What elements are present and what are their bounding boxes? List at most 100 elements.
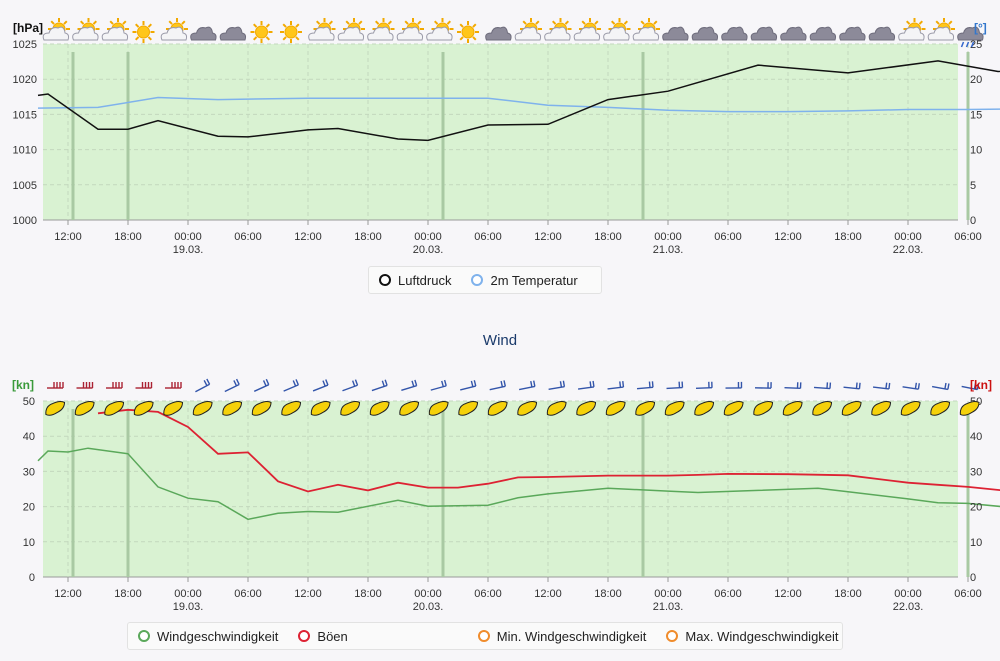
cloud-icon [780, 26, 807, 41]
legend-item-min-wind[interactable]: Min. Windgeschwindigkeit [477, 628, 647, 644]
x-tick-label: 18:00 [354, 588, 382, 600]
wind-barb-shape [76, 382, 94, 389]
sun-ray [282, 23, 287, 28]
barb-staff [371, 384, 388, 392]
legend-label: Windgeschwindigkeit [157, 628, 279, 644]
cloud-shape [160, 26, 188, 41]
y-right-tick: 10 [970, 537, 982, 549]
sun-ray [168, 20, 173, 25]
arrow-shape [222, 400, 243, 416]
wind-direction-arrow-icon [664, 400, 685, 416]
legend-item-temperatur[interactable]: 2m Temperatur [471, 272, 578, 288]
wind-direction-arrow-icon [694, 400, 715, 416]
wind-direction-arrow-icon [959, 400, 980, 416]
legend-item-max-wind[interactable]: Max. Windgeschwindigkeit [666, 628, 839, 644]
wind-barb-shape [872, 382, 891, 390]
x-tick-label: 00:00 [894, 588, 922, 600]
barb-feather [947, 383, 950, 390]
barb-feather [441, 380, 444, 387]
sun-ray [446, 20, 451, 25]
legend-label: Max. Windgeschwindigkeit [685, 628, 839, 644]
partly-cloudy-icon [603, 18, 631, 41]
legend-label: Min. Windgeschwindigkeit [496, 628, 647, 644]
wind-barb-shape [695, 381, 713, 389]
rain-drop [965, 41, 970, 48]
cloud-shape [101, 26, 129, 41]
wind-direction-arrow-icon [487, 400, 508, 416]
sun-icon [280, 21, 302, 43]
rain-drop [960, 41, 965, 48]
cloud-shape [927, 26, 955, 41]
y-left-tick: 40 [23, 431, 35, 443]
partly-cloudy-icon [308, 18, 336, 41]
y-left-tick: 1020 [13, 74, 37, 86]
sun-ray [358, 20, 363, 25]
barb-feather [206, 378, 211, 385]
cloud-shape [662, 26, 689, 41]
sun-ray [63, 20, 68, 25]
wind-barb-icon [519, 380, 536, 391]
wind-barb-icon [76, 382, 94, 389]
cloud-icon [868, 26, 896, 41]
arrow-shape [694, 400, 715, 416]
wind-direction-arrow-icon [310, 400, 331, 416]
partly-cloudy-icon [632, 18, 660, 41]
arrow-shape [310, 400, 331, 416]
barb-staff [253, 384, 270, 392]
legend-item-luftdruck[interactable]: Luftdruck [379, 273, 451, 288]
arrow-shape [546, 400, 567, 416]
barb-feather [976, 383, 980, 390]
sun-ray [375, 20, 380, 25]
legend-label: 2m Temperatur [490, 272, 578, 288]
cloud-shape [691, 26, 719, 41]
sun-ray [640, 20, 645, 25]
wind-direction-arrow-icon [133, 400, 154, 416]
cloud-icon [190, 26, 217, 41]
x-tick-label: 18:00 [834, 588, 862, 600]
barb-feather [914, 382, 918, 389]
barb-feather [562, 380, 566, 387]
y-right-tick: 30 [970, 466, 982, 478]
arrow-shape [340, 400, 361, 416]
gust-line [97, 408, 1000, 493]
wind-direction-arrow-icon [930, 400, 951, 416]
x-tick-label: 18:00 [594, 231, 622, 243]
wind-barb-shape [666, 381, 684, 390]
cloud-icon [485, 26, 512, 41]
cloud-shape [396, 26, 424, 41]
x-tick-label: 00:00 [414, 231, 442, 243]
legend-dot [298, 630, 311, 642]
y-left-tick: 10 [23, 537, 35, 549]
sun-ray [594, 20, 599, 25]
wind-direction-arrow-icon [900, 400, 921, 416]
x-tick-label: 18:00 [114, 588, 142, 600]
wind-barb-icon [165, 382, 182, 389]
wind-direction-arrow-icon [163, 400, 184, 416]
barb-feather [592, 380, 595, 387]
wind-barb-shape [577, 380, 595, 390]
y-left-tick: 1005 [13, 180, 37, 192]
wind-direction-arrow-icon [399, 400, 420, 416]
temperature-line [37, 96, 1000, 113]
legend-item-boeen[interactable]: Böen [298, 629, 348, 644]
cloud-icon [750, 26, 778, 41]
wind-barb-shape [253, 378, 270, 392]
barb-staff [195, 383, 210, 393]
cloud-shape [514, 26, 542, 41]
wind-direction-arrow-icon [723, 400, 744, 416]
cloud-shape [485, 26, 512, 41]
wind-barb-icon [931, 382, 950, 391]
wind-barb-icon [872, 382, 891, 390]
wind-barb-icon [695, 381, 713, 389]
sun-ray [345, 20, 350, 25]
partly-cloudy-icon [898, 18, 926, 41]
sun-ray [109, 20, 114, 25]
cloud-shape [632, 26, 660, 41]
barb-feather [414, 379, 418, 386]
legend-dot [666, 630, 679, 642]
barb-feather [381, 380, 385, 387]
legend-item-windgeschwindigkeit[interactable]: Windgeschwindigkeit [138, 629, 278, 644]
y-right-tick: 5 [970, 180, 976, 192]
partly-cloudy-icon [101, 18, 129, 41]
wind-barb-icon [253, 378, 270, 392]
